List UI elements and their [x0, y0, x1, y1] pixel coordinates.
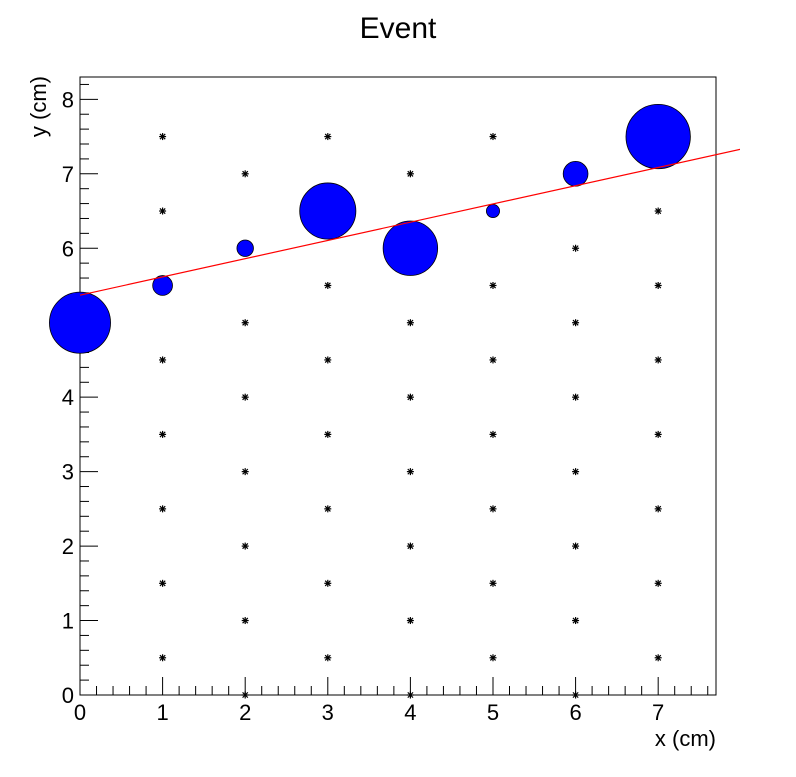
detector-marker	[324, 654, 332, 662]
detector-marker	[159, 505, 167, 513]
detector-marker	[159, 207, 167, 215]
fit-line	[79, 148, 740, 296]
y-tick-label: 6	[62, 236, 74, 261]
detector-marker	[241, 319, 249, 327]
detector-marker	[324, 505, 332, 513]
detector-marker	[572, 468, 580, 476]
x-tick-label: 3	[322, 700, 334, 725]
detector-marker	[489, 356, 497, 364]
detector-marker	[241, 468, 249, 476]
detector-marker	[489, 133, 497, 141]
hit-circle	[382, 220, 439, 276]
detector-marker	[572, 542, 580, 550]
detector-marker	[159, 430, 167, 438]
hit-circles	[49, 103, 691, 354]
detector-marker	[241, 542, 249, 550]
y-tick-labels: 0 1 2 3 4 6 7 8	[62, 87, 74, 708]
y-axis-label: y (cm)	[26, 76, 51, 137]
detector-marker	[406, 170, 414, 178]
detector-marker	[572, 319, 580, 327]
detector-marker	[654, 430, 662, 438]
detector-marker	[654, 281, 662, 289]
x-axis-ticks	[79, 677, 709, 695]
x-tick-label: 1	[156, 700, 168, 725]
hit-circle	[299, 182, 357, 240]
detector-marker	[406, 393, 414, 401]
hit-circle	[485, 204, 500, 219]
detector-marker	[324, 356, 332, 364]
y-tick-label: 8	[62, 87, 74, 112]
detector-marker	[324, 579, 332, 587]
x-tick-label: 7	[652, 700, 664, 725]
detector-marker	[572, 393, 580, 401]
detector-marker	[406, 319, 414, 327]
detector-marker	[406, 542, 414, 550]
detector-marker	[572, 617, 580, 625]
x-tick-label: 0	[74, 700, 86, 725]
detector-marker	[654, 207, 662, 215]
detector-marker	[159, 133, 167, 141]
detector-marker	[572, 691, 580, 699]
hit-circle	[236, 239, 254, 257]
x-tick-label: 5	[487, 700, 499, 725]
detector-marker	[241, 691, 249, 699]
hit-circle	[49, 291, 111, 354]
hit-circle	[562, 161, 589, 187]
fit-line-layer	[79, 148, 740, 296]
y-tick-label: 0	[62, 683, 74, 708]
detector-marker	[159, 356, 167, 364]
detector-marker	[654, 654, 662, 662]
hit-circle	[152, 275, 173, 296]
detector-marker	[489, 505, 497, 513]
detector-marker	[324, 430, 332, 438]
detector-marker	[654, 579, 662, 587]
detector-marker	[406, 468, 414, 476]
detector-marker	[489, 281, 497, 289]
detector-marker	[324, 281, 332, 289]
detector-marker	[241, 617, 249, 625]
detector-marker	[572, 244, 580, 252]
detector-marker	[159, 579, 167, 587]
hit-circle	[625, 103, 691, 170]
y-tick-label: 1	[62, 609, 74, 634]
detector-marker	[406, 617, 414, 625]
detector-marker	[241, 170, 249, 178]
y-tick-label: 4	[62, 385, 74, 410]
x-axis-label: x (cm)	[655, 726, 716, 751]
plot-frame	[79, 76, 717, 696]
chart-title: Event	[360, 12, 437, 45]
x-tick-labels: 0 1 2 3 4 5 6 7	[74, 700, 664, 725]
detector-marker	[489, 430, 497, 438]
x-tick-label: 2	[239, 700, 251, 725]
y-tick-label: 2	[62, 534, 74, 559]
y-tick-label: 7	[62, 162, 74, 187]
detector-marker	[654, 356, 662, 364]
detector-marker	[406, 691, 414, 699]
y-axis-ticks	[80, 83, 98, 696]
y-tick-label: 3	[62, 460, 74, 485]
detector-marker	[654, 505, 662, 513]
x-tick-label: 6	[569, 700, 581, 725]
x-tick-label: 4	[404, 700, 416, 725]
detector-marker	[489, 654, 497, 662]
detector-marker	[489, 579, 497, 587]
detector-markers	[159, 133, 662, 699]
detector-marker	[159, 654, 167, 662]
detector-marker	[241, 393, 249, 401]
detector-marker	[324, 133, 332, 141]
